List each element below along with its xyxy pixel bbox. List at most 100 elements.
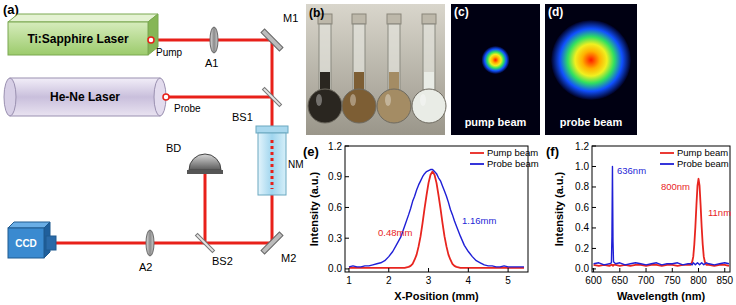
vial-bulb (342, 89, 376, 123)
x-tick (388, 268, 389, 272)
setup-diagram: (a)Ti:Sapphire LaserPumpHe-Ne LaserProbe… (3, 2, 304, 273)
y-tick (592, 268, 596, 269)
x-tick (508, 268, 509, 272)
chart: 123450.00.30.60.91.2X-Position (mm)Inten… (303, 141, 539, 303)
y-tick-label: 0.0 (575, 263, 589, 274)
x-tick (724, 268, 725, 272)
panel-label: (f) (546, 144, 559, 159)
x-tick-label: 700 (638, 275, 655, 286)
laser-box-top (8, 14, 158, 22)
cuvette (258, 133, 286, 195)
figure: (a)Ti:Sapphire LaserPumpHe-Ne LaserProbe… (0, 0, 736, 305)
laser-tube (10, 78, 160, 116)
x-tick-label: 800 (690, 275, 707, 286)
y-tick (345, 176, 349, 177)
photo-vials: (b) (306, 4, 446, 135)
pump-beam-path (56, 40, 272, 243)
pump-laser-label: Ti:Sapphire Laser (27, 32, 128, 46)
vial-glare (350, 94, 356, 106)
vial-cap (422, 14, 436, 24)
mirror-label: M1 (283, 12, 298, 24)
plot-area (349, 170, 524, 268)
beam-dump (189, 154, 221, 170)
y-axis-label: Intensity (a.u.) (553, 171, 565, 246)
x-tick-label: 3 (426, 275, 432, 286)
attenuator-label: A2 (139, 261, 152, 273)
beam-splitter-label: BS2 (212, 255, 233, 267)
vial-glare (316, 94, 322, 106)
legend-swatch (660, 152, 674, 154)
vial-cap (387, 14, 401, 24)
laser-box (8, 22, 148, 55)
laser-aperture (148, 37, 154, 43)
x-tick (619, 268, 620, 272)
laser-aperture (163, 94, 169, 100)
annotation: 11nm (708, 207, 731, 218)
camera (8, 228, 44, 258)
legend-label: Pump beam (677, 147, 728, 158)
beam-splitter (195, 233, 214, 252)
annotation: 1.16mm (462, 215, 496, 226)
page: {"panels": { "a": {"label": "(a)", "comp… (0, 0, 736, 305)
image-background (451, 4, 540, 135)
beam-dump-label: BD (166, 142, 181, 154)
legend: Pump beamProbe beam (660, 147, 729, 169)
y-tick (345, 207, 349, 208)
data-line (349, 170, 524, 267)
x-tick-label: 5 (505, 275, 511, 286)
attenuator (210, 27, 218, 53)
panel-label: (b) (309, 6, 324, 20)
panel-label: (d) (548, 5, 563, 19)
legend: Pump beamProbe beam (470, 147, 539, 169)
y-tick-label: 0.3 (328, 233, 342, 244)
y-tick-label: 1.0 (575, 161, 589, 172)
x-tick-label: 850 (716, 275, 733, 286)
beam-splitter (262, 87, 281, 106)
legend-label: Probe beam (677, 158, 729, 169)
x-tick (672, 268, 673, 272)
y-tick (592, 248, 596, 249)
beam-spot (482, 46, 510, 74)
mirror (261, 29, 283, 51)
x-tick-label: 650 (611, 275, 628, 286)
pump-beam-label: Pump (156, 47, 183, 58)
y-tick (592, 166, 596, 167)
y-tick (592, 227, 596, 228)
x-tick-label: 750 (664, 275, 681, 286)
beam-profile-image: (d) probe beam (545, 4, 637, 135)
x-tick (698, 268, 699, 272)
attenuator-label: A1 (205, 57, 218, 69)
x-tick-label: 4 (466, 275, 472, 286)
sample-label: NM (288, 159, 304, 170)
y-tick (345, 268, 349, 269)
panel-label: (e) (303, 144, 319, 159)
photo (306, 4, 445, 135)
attenuator (146, 230, 154, 256)
annotation: 636nm (617, 165, 646, 176)
probe-beam-path (166, 96, 272, 99)
vial-bulb (308, 89, 342, 123)
beam-in-sample (271, 140, 274, 189)
x-axis-label: X-Position (mm) (394, 290, 479, 302)
legend-label: Probe beam (487, 158, 539, 169)
beam-profile-image: (c)pump beam (451, 4, 540, 135)
annotation: 800nm (661, 181, 690, 192)
data-line (349, 172, 524, 268)
image-caption: probe beam (560, 116, 623, 128)
y-tick (592, 146, 596, 147)
mirror-label: M2 (281, 252, 296, 264)
x-tick (646, 268, 647, 272)
camera-label: CCD (15, 238, 37, 249)
legend-label: Pump beam (487, 147, 538, 158)
annotation: 0.48mm (378, 227, 412, 238)
beam-dump-base (187, 170, 223, 174)
y-tick-label: 0.6 (328, 202, 342, 213)
y-tick (345, 238, 349, 239)
vial-bulb (377, 89, 411, 123)
y-tick-label: 0.4 (575, 222, 589, 233)
legend-swatch (470, 163, 484, 165)
y-tick-label: 1.2 (328, 141, 342, 152)
y-axis-label: Intensity (a.u.) (308, 171, 320, 246)
camera-lens (46, 236, 56, 250)
vial-glare (420, 94, 426, 106)
